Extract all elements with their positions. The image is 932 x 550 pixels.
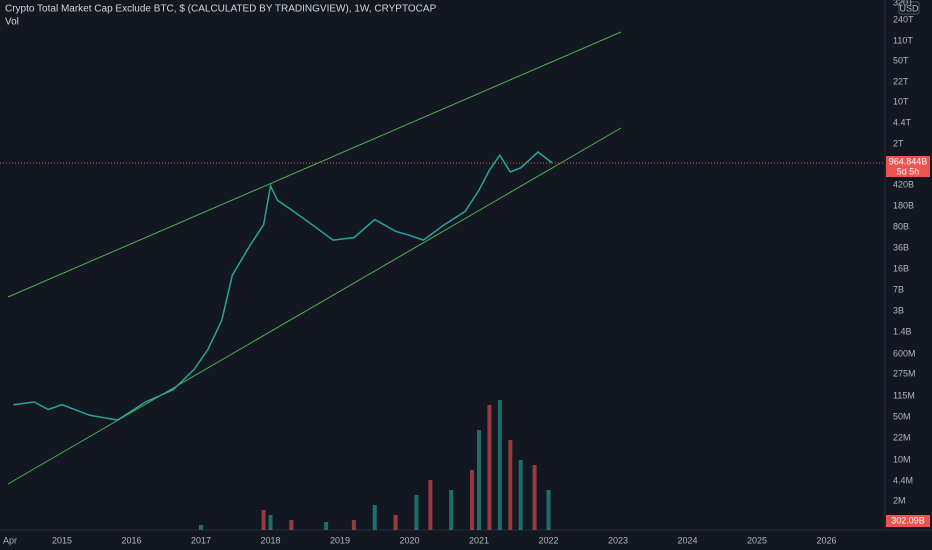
price-axis-label: 2T bbox=[893, 138, 904, 148]
price-axis-label: 2M bbox=[893, 495, 906, 505]
price-series bbox=[13, 151, 553, 421]
price-axis-label: 10T bbox=[893, 96, 909, 106]
currency[interactable]: USD bbox=[899, 3, 919, 13]
time-axis-label: 2017 bbox=[191, 535, 211, 545]
price-axis-label: 115M bbox=[893, 390, 915, 400]
volume-bar bbox=[324, 522, 329, 530]
time-axis-label: 2026 bbox=[816, 535, 836, 545]
last-price-value: 964.844B bbox=[889, 156, 928, 166]
volume-bar bbox=[487, 405, 492, 530]
time-axis-label: 2023 bbox=[608, 535, 628, 545]
currency-box[interactable] bbox=[898, 1, 920, 15]
volume-bar bbox=[546, 490, 551, 530]
time-axis-label: 2015 bbox=[52, 535, 72, 545]
price-axis-label: 600M bbox=[893, 348, 916, 358]
last-price-tag bbox=[886, 156, 930, 177]
time-axis-label: 2019 bbox=[330, 535, 350, 545]
volume-bars bbox=[199, 400, 551, 530]
price-axis-label: 420B bbox=[893, 179, 914, 189]
volume-bar bbox=[532, 465, 537, 530]
channel-upper-line[interactable] bbox=[7, 31, 622, 298]
volume-bar bbox=[289, 520, 294, 530]
price-axis-label: 80B bbox=[893, 221, 909, 231]
volume-bar bbox=[470, 470, 475, 530]
price-line bbox=[13, 151, 553, 421]
countdown: 5d 5h bbox=[897, 166, 920, 176]
time-axis-label: 2025 bbox=[747, 535, 767, 545]
volume-bar bbox=[508, 440, 513, 530]
last-volume-tag bbox=[886, 515, 930, 527]
price-axis-label: 7B bbox=[893, 284, 904, 294]
time-axis-label: Apr bbox=[3, 535, 17, 545]
volume-bar bbox=[268, 515, 273, 530]
price-axis-label: 110T bbox=[893, 35, 913, 45]
price-axis-label: 320T bbox=[893, 0, 914, 7]
price-axis-label: 180B bbox=[893, 200, 914, 210]
volume-bar bbox=[477, 430, 481, 530]
price-axis-label: 16B bbox=[893, 263, 909, 273]
price-axis-label: 240T bbox=[893, 14, 914, 24]
price-axis-label: 22M bbox=[893, 432, 911, 442]
price-axis-label: 22T bbox=[893, 76, 909, 86]
price-axis: 320T 240T 110T 50T 22T 10T 4.4T 2T 420B 180B 80B 36… bbox=[893, 0, 916, 505]
time-axis-label: 2018 bbox=[260, 535, 280, 545]
last-volume-value: 302.09B bbox=[891, 515, 925, 525]
volume-bar bbox=[414, 495, 419, 530]
volume-bar bbox=[428, 480, 433, 530]
volume-bar bbox=[518, 460, 523, 530]
volume-bar bbox=[372, 505, 377, 530]
price-axis-label: 275M bbox=[893, 368, 916, 378]
volume-bar bbox=[449, 490, 454, 530]
chart-title: Crypto Total Market Cap Exclude BTC, $ (… bbox=[5, 4, 437, 15]
time-axis-label: 2022 bbox=[538, 535, 558, 545]
time-axis-label: 2016 bbox=[121, 535, 141, 545]
volume-bar bbox=[497, 400, 502, 530]
volume-bar bbox=[351, 520, 356, 530]
volume-bar bbox=[199, 525, 203, 530]
time-axis: Apr 2015 2016 2017 2018 2019 2020 2021 2022 2023 2… bbox=[3, 535, 837, 545]
price-axis-label: 4.4T bbox=[893, 117, 912, 127]
price-axis-label: 50T bbox=[893, 55, 909, 65]
price-axis-label: 10M bbox=[893, 454, 911, 464]
time-axis-label: 2024 bbox=[677, 535, 697, 545]
volume-bar bbox=[393, 515, 398, 530]
price-axis-label: 36B bbox=[893, 242, 909, 252]
price-axis-label: 4.4M bbox=[893, 475, 913, 485]
price-axis-label: 50M bbox=[893, 411, 911, 421]
channel-lower-line[interactable] bbox=[7, 127, 622, 485]
volume-bar bbox=[261, 510, 266, 530]
time-axis-label: 2020 bbox=[399, 535, 419, 545]
price-axis-label: 3B bbox=[893, 305, 904, 315]
price-axis-label: 1.4B bbox=[893, 326, 912, 336]
volume-label: Vol bbox=[5, 17, 19, 28]
time-axis-label: 2021 bbox=[469, 535, 489, 545]
